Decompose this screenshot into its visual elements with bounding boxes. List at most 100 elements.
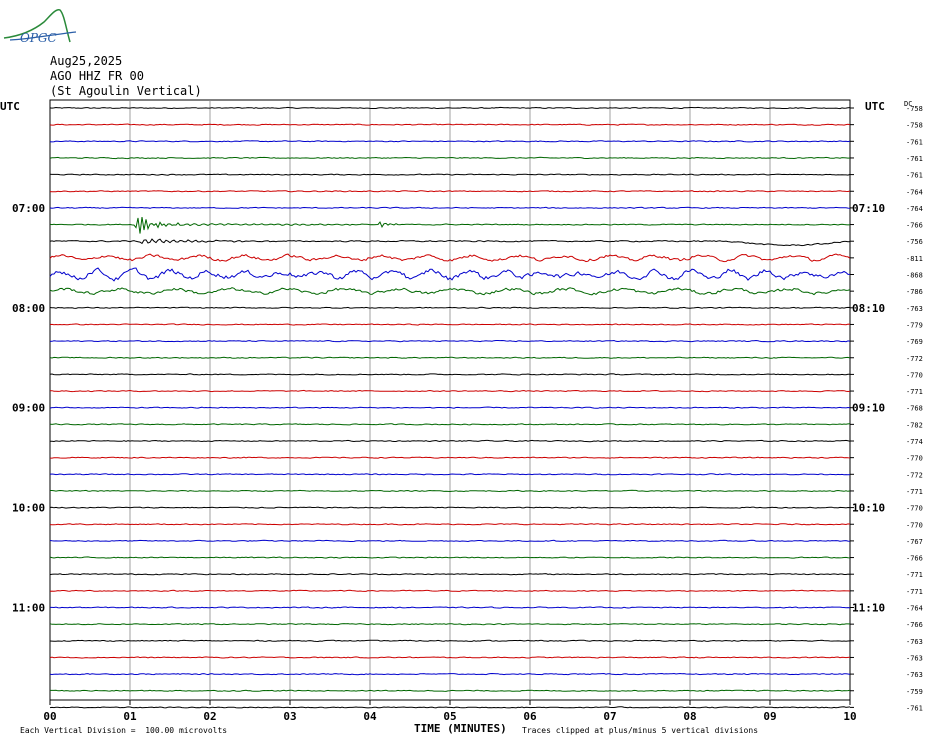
trace-line bbox=[50, 389, 851, 393]
trace-line bbox=[49, 217, 851, 234]
trace-line bbox=[49, 206, 851, 209]
trace-line bbox=[49, 672, 851, 676]
station-site: (St Agoulin Vertical) bbox=[50, 84, 202, 98]
dc-offset-label: -764 bbox=[906, 205, 923, 213]
dc-offset-label: -761 bbox=[906, 138, 923, 146]
dc-offset-label: -868 bbox=[906, 272, 923, 280]
right-hour-label: 09:10 bbox=[852, 402, 885, 415]
trace-line bbox=[49, 506, 851, 509]
trace-line bbox=[49, 140, 851, 143]
trace-line bbox=[49, 656, 851, 659]
dc-offset-label: -764 bbox=[906, 188, 923, 196]
trace-line bbox=[49, 589, 851, 592]
right-hour-label: 07:10 bbox=[852, 202, 885, 215]
dc-offset-label: -782 bbox=[906, 421, 923, 429]
dc-offset-label: -811 bbox=[906, 255, 923, 263]
x-tick-label: 03 bbox=[283, 710, 296, 723]
trace-line bbox=[50, 689, 851, 692]
trace-line bbox=[50, 606, 851, 609]
dc-offset-label: -763 bbox=[906, 654, 923, 662]
dc-offset-label: -763 bbox=[906, 638, 923, 646]
x-tick-label: 09 bbox=[763, 710, 776, 723]
left-hour-label: 11:00 bbox=[12, 602, 45, 615]
trace-line bbox=[49, 539, 851, 543]
station-code: AGO HHZ FR 00 bbox=[50, 69, 144, 83]
dc-offset-label: -766 bbox=[906, 555, 923, 563]
trace-line bbox=[50, 456, 851, 459]
dc-offset-label: -770 bbox=[906, 371, 923, 379]
dc-offset-label: -758 bbox=[906, 105, 923, 113]
dc-offset-label: -770 bbox=[906, 505, 923, 513]
dc-offset-label: -770 bbox=[906, 455, 923, 463]
trace-line bbox=[49, 123, 851, 126]
x-axis-title: TIME (MINUTES) bbox=[414, 722, 507, 735]
trace-line bbox=[49, 439, 851, 443]
x-tick-label: 02 bbox=[203, 710, 216, 723]
dc-offset-label: -764 bbox=[906, 605, 923, 613]
dc-offset-label: -758 bbox=[906, 122, 923, 130]
x-tick-label: 08 bbox=[683, 710, 696, 723]
trace-line bbox=[49, 523, 851, 526]
trace-line bbox=[49, 356, 851, 359]
dc-offset-label: -756 bbox=[906, 238, 923, 246]
trace-line bbox=[49, 106, 851, 110]
dc-offset-label: -779 bbox=[906, 321, 923, 329]
x-tick-label: 10 bbox=[843, 710, 856, 723]
trace-line bbox=[49, 306, 851, 309]
trace-line bbox=[49, 473, 851, 476]
dc-offset-label: -772 bbox=[906, 355, 923, 363]
chart-header: Aug25,2025 AGO HHZ FR 00 (St Agoulin Ver… bbox=[50, 54, 202, 99]
right-hour-label: 10:10 bbox=[852, 502, 885, 515]
dc-label: DC bbox=[904, 100, 912, 108]
trace-line bbox=[49, 406, 851, 409]
trace-line bbox=[49, 423, 851, 426]
trace-line bbox=[49, 623, 851, 626]
trace-line bbox=[49, 190, 851, 193]
x-tick-label: 06 bbox=[523, 710, 537, 723]
dc-offset-label: -763 bbox=[906, 305, 923, 313]
right-axis-title: UTC bbox=[865, 100, 885, 113]
scale-note: Each Vertical Division = 100.00 microvol… bbox=[20, 726, 228, 735]
trace-line bbox=[49, 156, 851, 160]
dc-offset-label: -774 bbox=[906, 438, 923, 446]
left-hour-label: 10:00 bbox=[12, 502, 45, 515]
dc-offset-label: -769 bbox=[906, 338, 923, 346]
trace-line bbox=[49, 706, 851, 709]
dc-offset-label: -767 bbox=[906, 538, 923, 546]
right-hour-label: 11:10 bbox=[852, 602, 885, 615]
trace-line bbox=[49, 323, 851, 326]
x-tick-label: 05 bbox=[443, 710, 456, 723]
trace-line bbox=[49, 556, 851, 559]
dc-offset-label: -771 bbox=[906, 571, 923, 579]
x-tick-label: 07 bbox=[603, 710, 616, 723]
trace-line bbox=[49, 267, 850, 282]
dc-offset-label: -766 bbox=[906, 222, 923, 230]
dc-offset-label: -771 bbox=[906, 388, 923, 396]
trace-line bbox=[49, 339, 851, 343]
dc-offset-label: -786 bbox=[906, 288, 923, 296]
x-tick-label: 00 bbox=[43, 710, 56, 723]
trace-line bbox=[49, 639, 851, 643]
dc-offset-label: -763 bbox=[906, 671, 923, 679]
dc-offset-label: -761 bbox=[906, 155, 923, 163]
left-hour-label: 09:00 bbox=[12, 402, 45, 415]
dc-offset-label: -771 bbox=[906, 588, 923, 596]
x-tick-label: 01 bbox=[123, 710, 137, 723]
right-hour-label: 08:10 bbox=[852, 302, 885, 315]
dc-offset-label: -761 bbox=[906, 704, 923, 712]
left-hour-label: 07:00 bbox=[12, 202, 45, 215]
dc-offset-label: -771 bbox=[906, 488, 923, 496]
trace-line bbox=[49, 253, 851, 263]
left-axis-title: UTC bbox=[0, 100, 20, 113]
x-tick-label: 04 bbox=[363, 710, 377, 723]
dc-offset-label: -770 bbox=[906, 521, 923, 529]
trace-line bbox=[49, 573, 851, 576]
dc-offset-label: -761 bbox=[906, 172, 923, 180]
left-hour-label: 08:00 bbox=[12, 302, 45, 315]
clip-note: Traces clipped at plus/minus 5 vertical … bbox=[522, 726, 759, 735]
trace-line bbox=[49, 238, 851, 247]
logo-text: OPGC bbox=[20, 31, 57, 45]
trace-line bbox=[49, 287, 851, 296]
opgc-logo: OPGC bbox=[3, 8, 77, 45]
